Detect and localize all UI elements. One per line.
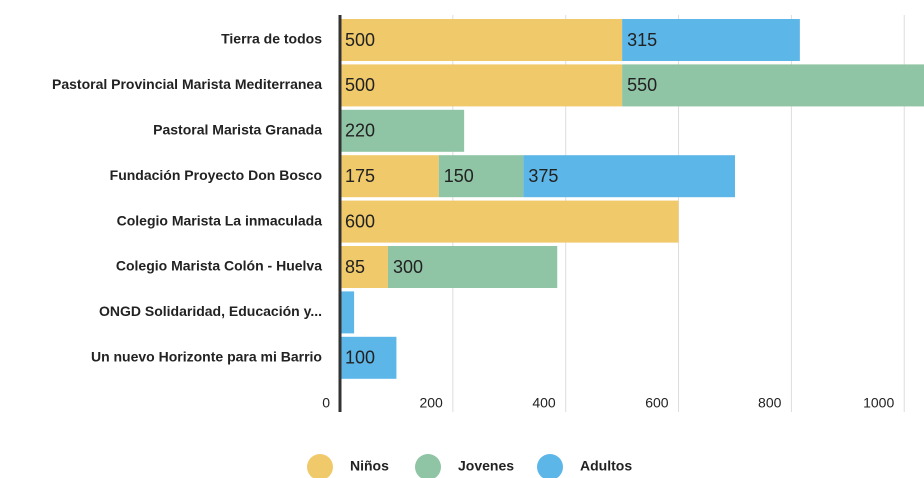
x-tick-label: 0: [322, 395, 330, 411]
category-label: Fundación Proyecto Don Bosco: [110, 167, 322, 183]
value-label: 550: [627, 75, 657, 95]
value-label: 300: [393, 257, 423, 277]
x-tick-label: 400: [532, 395, 556, 411]
legend-swatch: [415, 454, 441, 478]
value-label: 500: [345, 30, 375, 50]
value-label: 220: [345, 121, 375, 141]
value-label: 375: [528, 166, 558, 186]
category-label: Un nuevo Horizonte para mi Barrio: [91, 349, 322, 365]
category-label: Pastoral Marista Granada: [153, 122, 322, 138]
x-tick-label: 600: [645, 395, 669, 411]
category-label: Pastoral Provincial Marista Mediterranea: [52, 76, 322, 92]
bar-segment: [340, 336, 397, 379]
x-tick-label: 800: [758, 395, 782, 411]
bar-segment: [340, 109, 465, 152]
bar-segment: [387, 246, 558, 288]
value-label: 500: [345, 75, 375, 95]
value-label: 315: [627, 30, 657, 50]
bar-segment: [340, 155, 439, 198]
bar-segment: [622, 19, 800, 61]
bar-segment: [523, 155, 735, 198]
value-label: 85: [345, 257, 365, 277]
bar-segment: [622, 64, 924, 107]
legend-label: Adultos: [580, 458, 632, 474]
bar-segment: [340, 246, 388, 288]
category-label: Colegio Marista La inmaculada: [117, 212, 323, 228]
legend-swatch: [537, 454, 563, 478]
bar-segment: [340, 291, 355, 334]
legend-swatch: [307, 454, 333, 478]
legend-label: Jovenes: [458, 458, 514, 474]
bar-segment: [340, 19, 623, 61]
bar-segment: [340, 200, 679, 243]
category-label: ONGD Solidaridad, Educación y...: [99, 303, 322, 319]
category-label: Tierra de todos: [221, 31, 322, 47]
value-label: 600: [345, 211, 375, 231]
value-label: 175: [345, 166, 375, 186]
bar-segment: [340, 64, 623, 107]
legend-label: Niños: [350, 458, 389, 474]
x-tick-label: 1000: [863, 395, 894, 411]
x-tick-label: 200: [419, 395, 443, 411]
category-label: Colegio Marista Colón - Huelva: [116, 258, 322, 274]
bar-segment: [438, 155, 524, 198]
value-label: 150: [444, 166, 474, 186]
value-label: 100: [345, 348, 375, 368]
